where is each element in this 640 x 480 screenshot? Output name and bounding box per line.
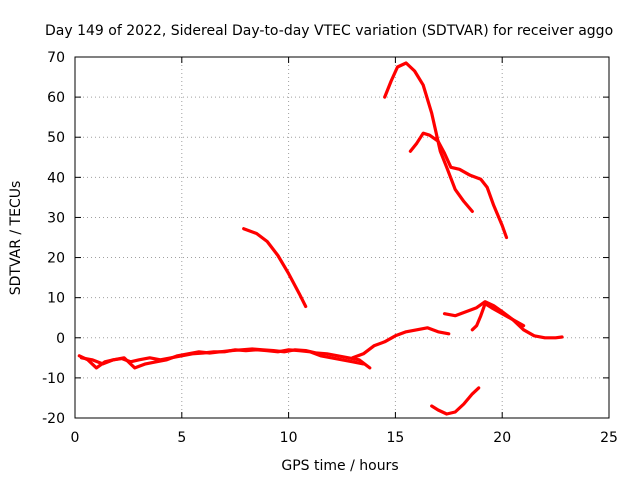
series-line-arc-7 — [383, 61, 474, 213]
series-line-arc-8 — [408, 131, 509, 240]
x-tick-label: 25 — [600, 430, 618, 446]
x-tick-label: 20 — [493, 430, 511, 446]
y-axis-label: SDTVAR / TECUs — [8, 181, 24, 296]
chart-title: Day 149 of 2022, Sidereal Day-to-day VTE… — [45, 23, 613, 39]
y-tick-label: 60 — [47, 90, 65, 106]
x-tick-label: 10 — [280, 430, 298, 446]
y-tick-label: 30 — [47, 210, 65, 226]
y-tick-label: 10 — [47, 291, 65, 307]
series-line-arc-5 — [470, 302, 526, 332]
x-tick-label: 0 — [71, 430, 80, 446]
grid — [75, 57, 609, 418]
x-axis-label: GPS time / hours — [281, 458, 398, 474]
plot-frame — [74, 56, 610, 419]
x-tick-label: 15 — [386, 430, 404, 446]
series-line-arc-6 — [242, 227, 308, 309]
y-tick-label: 50 — [47, 130, 65, 146]
y-tick-label: -10 — [42, 371, 65, 387]
y-tick-label: 0 — [56, 331, 65, 347]
y-tick-label: -20 — [42, 411, 65, 427]
series-line-arc-2 — [79, 347, 372, 370]
series-line-arc-4 — [442, 300, 564, 340]
x-tick-label: 5 — [177, 430, 186, 446]
series-layer — [77, 61, 564, 416]
series-line-arc-9 — [430, 386, 481, 416]
y-tick-label: 20 — [47, 251, 65, 267]
y-tick-label: 40 — [47, 170, 65, 186]
axis-ticks: 0 5 10 15 20 25 -20 -10 0 10 20 30 40 50 60 70 — [42, 50, 618, 446]
y-tick-label: 70 — [47, 50, 65, 66]
series-line-arc-3 — [351, 326, 451, 360]
